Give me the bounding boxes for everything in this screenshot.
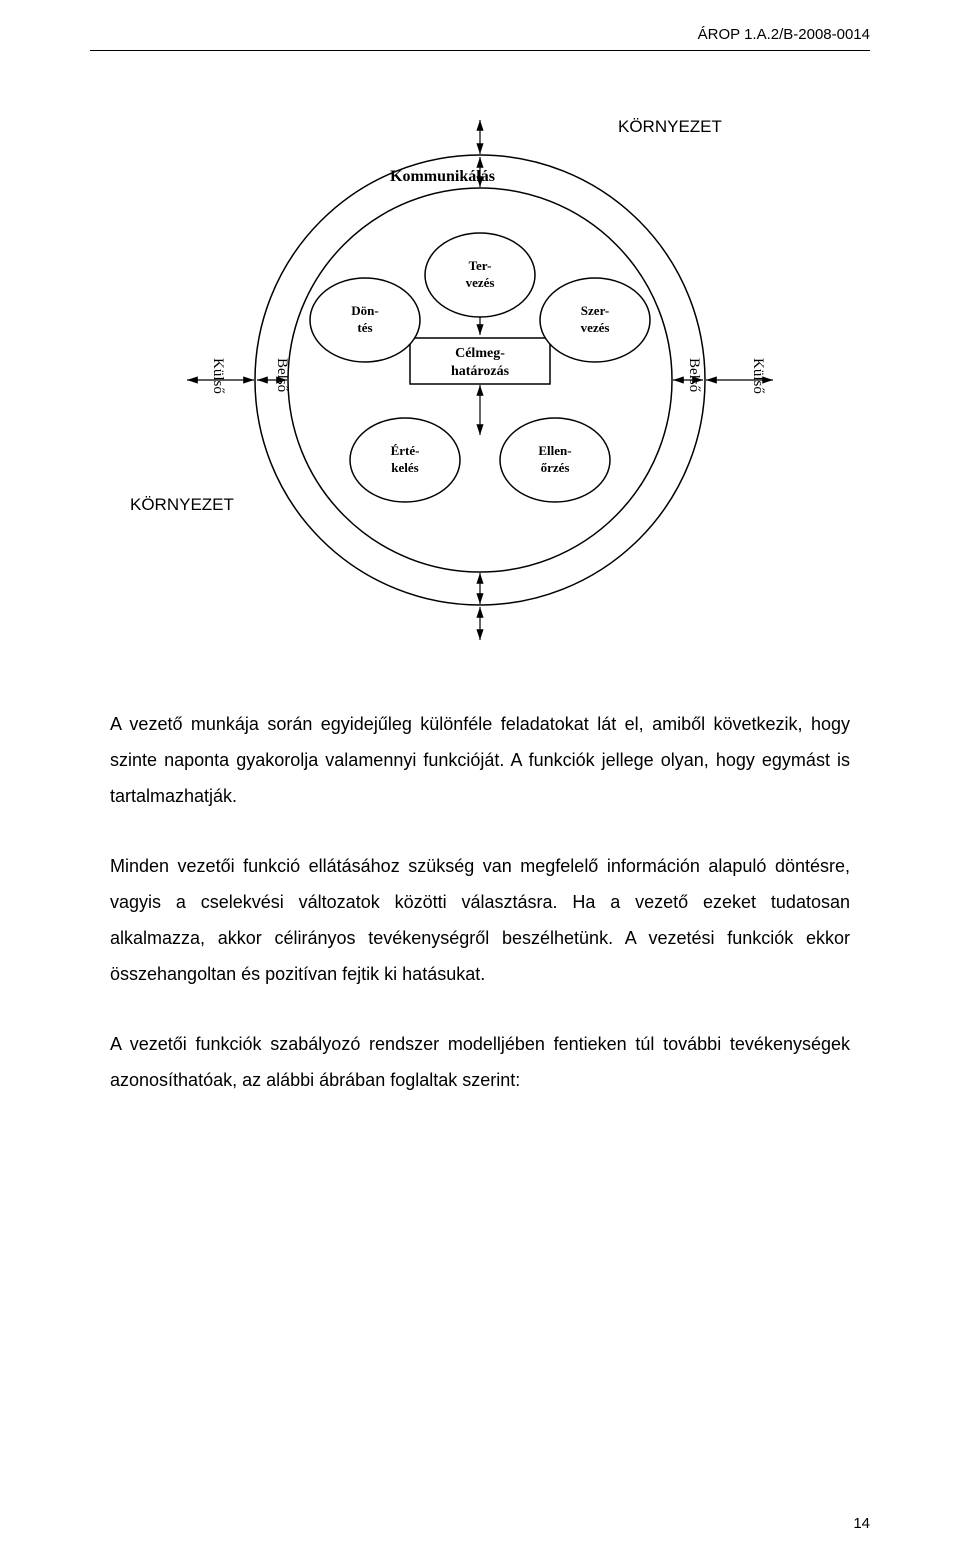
svg-text:Ter-: Ter- bbox=[469, 258, 492, 273]
header-rule bbox=[90, 50, 870, 51]
svg-text:Szer-: Szer- bbox=[581, 303, 609, 318]
svg-text:vezés: vezés bbox=[581, 320, 610, 335]
body-text: A vezető munkája során egyidejűleg külön… bbox=[110, 706, 850, 1132]
diagram-svg: Kommunikálás Külső Belső Belső Külső Cél… bbox=[140, 120, 820, 640]
paragraph-1: A vezető munkája során egyidejűleg külön… bbox=[110, 706, 850, 814]
kulso-right: Külső bbox=[750, 358, 766, 394]
kommunikalas-label: Kommunikálás bbox=[390, 168, 495, 185]
svg-text:őrzés: őrzés bbox=[541, 460, 570, 475]
environment-label-left: KÖRNYEZET bbox=[130, 495, 234, 515]
svg-text:kelés: kelés bbox=[391, 460, 418, 475]
environment-label-top: KÖRNYEZET bbox=[618, 117, 722, 137]
belso-right: Belső bbox=[686, 358, 702, 392]
svg-text:határozás: határozás bbox=[451, 364, 510, 379]
management-functions-diagram: KÖRNYEZET KÖRNYEZET Kommunikálás Külső B… bbox=[140, 120, 820, 640]
page-number: 14 bbox=[853, 1515, 870, 1532]
paragraph-3: A vezetői funkciók szabályozó rendszer m… bbox=[110, 1026, 850, 1098]
svg-text:vezés: vezés bbox=[466, 275, 495, 290]
belso-left: Belső bbox=[274, 358, 290, 392]
svg-text:tés: tés bbox=[357, 320, 372, 335]
kulso-left: Külső bbox=[210, 358, 226, 394]
svg-text:Dön-: Dön- bbox=[351, 303, 378, 318]
svg-text:Célmeg-: Célmeg- bbox=[455, 346, 505, 361]
paragraph-2: Minden vezetői funkció ellátásához szüks… bbox=[110, 848, 850, 992]
svg-text:Ellen-: Ellen- bbox=[538, 443, 571, 458]
header-code: ÁROP 1.A.2/B-2008-0014 bbox=[698, 26, 870, 43]
svg-text:Érté-: Érté- bbox=[391, 443, 420, 458]
